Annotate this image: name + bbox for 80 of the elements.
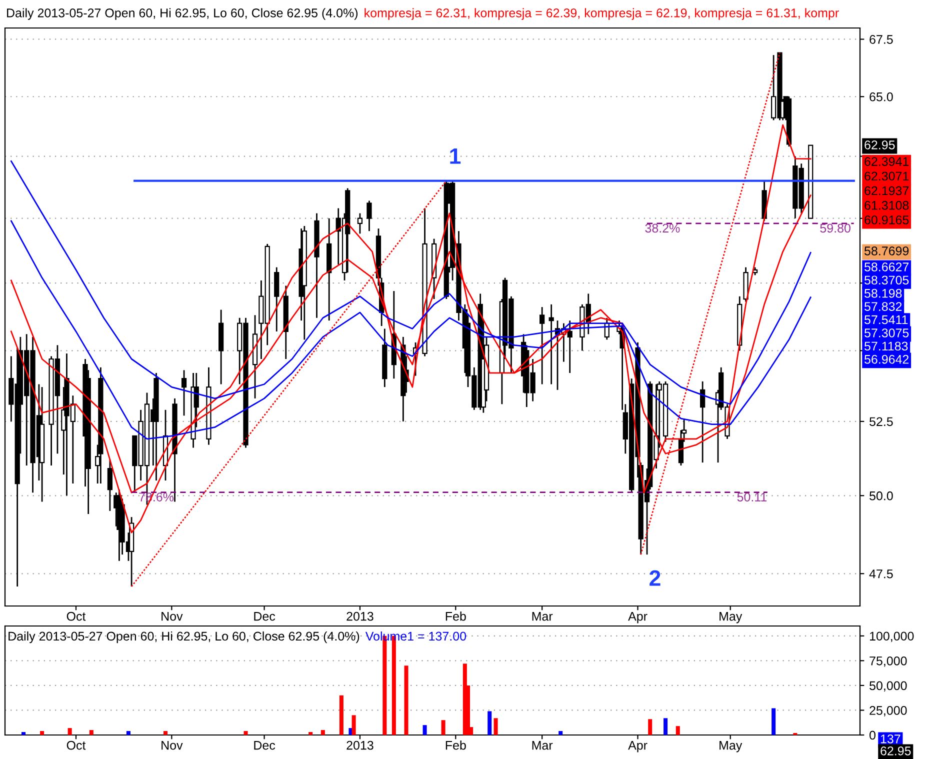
y-tick-label: 47.5	[869, 570, 893, 578]
x-tick-label: Feb	[446, 612, 466, 621]
x-tick-label: May	[720, 612, 742, 624]
annotation: 59.80	[820, 224, 850, 233]
text: 57.1183	[864, 342, 908, 351]
y-tick-label: 100,000	[870, 632, 914, 642]
bar	[422, 725, 427, 735]
text: 58.198	[864, 288, 902, 298]
candlestick	[274, 266, 280, 332]
text: 56.9642	[864, 354, 909, 364]
bar	[352, 715, 356, 735]
bar	[40, 731, 44, 735]
text: 62.95	[864, 140, 895, 150]
x-tick-label: Mar	[532, 741, 553, 750]
annotation: 2	[650, 570, 660, 586]
text: 137	[880, 734, 900, 744]
chart-title: Daily 2013-05-27 Open 60, Hi 62.95, Lo 60, Close 62.95 (4.0%)	[7, 8, 358, 20]
text: 62.3071	[864, 172, 909, 181]
candlestick	[548, 304, 554, 385]
y-tick-label: 65.0	[870, 92, 893, 102]
bar	[676, 726, 680, 735]
candlestick	[540, 306, 545, 385]
bar	[441, 720, 446, 735]
annotation: 50.11	[737, 492, 767, 502]
x-tick-label: Nov	[162, 612, 183, 621]
bar	[494, 718, 498, 735]
bar	[488, 711, 492, 735]
chart-subtitle: kompresja = 62.31, kompresja = 62.39, kompresja = 62.19, kompresja = 61.31, kompr	[364, 8, 839, 20]
x-tick-label: Apr	[628, 741, 648, 752]
annotation: 1	[450, 148, 461, 164]
x-tick-label: 2013	[346, 612, 374, 621]
x-tick-label: Oct	[66, 612, 86, 621]
bar	[68, 728, 72, 735]
bar	[404, 666, 408, 735]
chart-subtitle: Volume1 = 137.00	[365, 631, 466, 641]
text: 62.95	[880, 746, 911, 756]
text: 62.1937	[864, 186, 909, 196]
text: 62.3941	[864, 157, 909, 166]
text: 57.5411	[864, 315, 908, 324]
text: 61.3108	[864, 200, 909, 210]
candlestick	[107, 458, 113, 512]
bar	[320, 730, 325, 735]
candlestick	[181, 369, 187, 416]
y-tick-label: 67.5	[870, 35, 893, 44]
annotation: 38.2%	[645, 224, 680, 233]
x-tick-label: Dec	[254, 741, 276, 750]
y-tick-label: 25,000	[870, 706, 907, 716]
x-tick-label: May	[720, 741, 742, 752]
bar	[339, 695, 344, 735]
x-tick-label: Mar	[532, 612, 553, 621]
bar	[558, 731, 563, 735]
text: 57.832	[864, 302, 902, 311]
bar	[648, 719, 652, 735]
y-tick-label: 50,000	[870, 681, 907, 692]
y-tick-label: 0	[870, 730, 876, 740]
candlestick	[366, 200, 372, 232]
x-tick-label: Dec	[254, 612, 276, 621]
text: 60.9165	[864, 216, 909, 224]
text: 57.3075	[864, 328, 909, 338]
x-tick-label: Nov	[162, 741, 183, 750]
text: 58.7699	[864, 246, 909, 256]
x-tick-label: Oct	[66, 740, 86, 750]
bar	[664, 718, 668, 735]
bar	[772, 708, 776, 735]
bar	[244, 731, 248, 735]
bar	[164, 731, 168, 735]
x-tick-label: Feb	[446, 740, 466, 750]
bar	[126, 731, 130, 735]
y-tick-label: 52.5	[870, 417, 893, 426]
x-tick-label: Apr	[628, 612, 648, 624]
text: 58.3705	[864, 276, 909, 285]
y-tick-label: 50.0	[870, 491, 893, 500]
candlestick	[357, 212, 363, 234]
y-tick-label: 75,000	[870, 656, 907, 667]
text: 58.6627	[864, 262, 909, 272]
bar	[22, 732, 26, 735]
chart-title: Daily 2013-05-27 Open 60, Hi 62.95, Lo 60, Close 62.95 (4.0%)	[8, 631, 360, 644]
bar	[308, 732, 313, 735]
bar	[89, 730, 94, 735]
x-tick-label: 2013	[346, 740, 374, 750]
